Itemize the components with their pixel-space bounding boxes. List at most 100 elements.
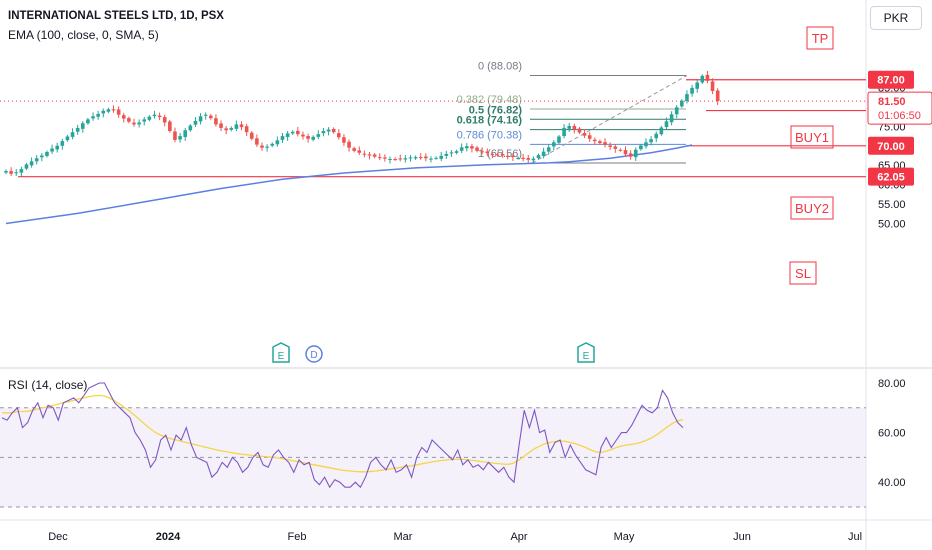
- candle-body: [485, 151, 490, 154]
- time-tick-label: Mar: [394, 531, 413, 543]
- candle-body: [162, 117, 167, 123]
- candle-body: [121, 115, 126, 119]
- candle-body: [424, 156, 428, 159]
- candle-body: [127, 118, 131, 122]
- candle-body: [347, 141, 351, 148]
- candle-body: [377, 157, 382, 159]
- rsi-panel: [0, 382, 866, 508]
- earnings-event-label: E: [583, 351, 590, 362]
- candle-body: [715, 90, 720, 102]
- candle-body: [70, 132, 75, 137]
- fib-level-label: 1 (65.56): [478, 148, 522, 160]
- earnings-event-label: E: [278, 351, 285, 362]
- candle-body: [690, 87, 694, 94]
- candle-body: [490, 154, 495, 156]
- candle-body: [408, 157, 413, 159]
- candle-body: [111, 109, 116, 111]
- dividend-event-icon: [305, 345, 323, 363]
- candle-body: [470, 146, 474, 149]
- candle-body: [628, 153, 633, 157]
- candle-body: [505, 155, 510, 157]
- candle-body: [618, 149, 623, 151]
- candle-body: [316, 134, 321, 137]
- candle-body: [639, 145, 643, 150]
- level-price-text: 62.05: [877, 172, 905, 184]
- candle-body: [680, 100, 684, 107]
- candle-body: [475, 147, 479, 151]
- candle-body: [296, 130, 300, 135]
- candle-body: [260, 145, 264, 148]
- candle-body: [280, 136, 285, 140]
- rsi-line: [1, 382, 684, 489]
- candle-body: [398, 158, 403, 160]
- candle-body: [669, 114, 674, 123]
- candle-body: [157, 115, 162, 118]
- candle-body: [546, 147, 551, 152]
- candle-body: [516, 157, 520, 159]
- candle-body: [526, 158, 531, 160]
- level-tag-box-buy1: [790, 125, 834, 149]
- level-tag-box-buy2: [790, 196, 834, 220]
- candle-body: [413, 157, 418, 159]
- rsi-ma-line: [2, 394, 684, 473]
- candle-body: [705, 74, 710, 81]
- candle-body: [275, 140, 280, 145]
- rsi-tick-label: 80.00: [878, 378, 906, 390]
- level-price-box: [868, 167, 914, 186]
- candle-body: [178, 136, 182, 140]
- level-price-box: [868, 136, 914, 155]
- candle-body: [290, 131, 295, 134]
- candle-body: [337, 133, 341, 138]
- candle-body: [198, 116, 203, 122]
- candle-body: [55, 145, 59, 150]
- level-tag-buy2: BUY2: [795, 201, 829, 216]
- time-tick-label: Dec: [48, 531, 68, 543]
- candle-body: [91, 116, 95, 119]
- fib-level-label: 0.618 (74.16): [457, 115, 523, 127]
- candle-body: [86, 119, 90, 124]
- candle-body: [116, 109, 121, 115]
- candle-body: [674, 107, 679, 115]
- candle-body: [203, 114, 208, 116]
- time-tick-label: Jul: [848, 531, 862, 543]
- fibonacci-retracement[interactable]: 0 (88.08) 0.382 (79.48)0.5 (76.82)0.618 (…: [457, 61, 688, 164]
- candle-body: [50, 148, 54, 152]
- currency-button[interactable]: PKR: [870, 6, 922, 30]
- candle-body: [188, 125, 193, 131]
- candle-body: [593, 139, 597, 142]
- fib-level-label: 0.5 (76.82): [469, 104, 523, 116]
- candle-body: [234, 124, 239, 129]
- candle-body: [582, 133, 587, 136]
- candle-body: [536, 155, 541, 159]
- fib-level-label: 0.382 (79.48): [457, 94, 522, 106]
- symbol-title[interactable]: INTERNATIONAL STEELS LTD, 1D, PSX: [8, 10, 224, 22]
- candle-body: [429, 158, 433, 160]
- candle-body: [567, 125, 571, 129]
- candle-body: [710, 81, 715, 91]
- candle-body: [603, 142, 607, 146]
- candle-body: [418, 157, 423, 159]
- level-price-box: [868, 70, 914, 89]
- candle-body: [557, 136, 561, 143]
- candle-body: [244, 126, 249, 133]
- price-levels[interactable]: TP BUY1 BUY2 SL: [0, 26, 866, 285]
- candle-body: [96, 113, 100, 117]
- ema-indicator-label[interactable]: EMA (100, close, 0, SMA, 5): [8, 28, 159, 42]
- time-tick-label: Apr: [510, 531, 527, 543]
- candle-body: [9, 171, 13, 174]
- candle-body: [24, 164, 29, 169]
- candle-body: [265, 146, 269, 148]
- candle-body: [383, 157, 387, 159]
- candle-body: [65, 136, 70, 141]
- dividend-event-label: D: [310, 350, 317, 361]
- candle-body: [649, 139, 653, 143]
- candle-body: [562, 127, 566, 136]
- fib-level-label: 0 (88.08): [478, 61, 522, 73]
- earnings-event-icon: [577, 342, 595, 363]
- candle-body: [444, 153, 449, 156]
- rsi-indicator-label[interactable]: RSI (14, close): [8, 378, 88, 392]
- candle-body: [434, 157, 438, 159]
